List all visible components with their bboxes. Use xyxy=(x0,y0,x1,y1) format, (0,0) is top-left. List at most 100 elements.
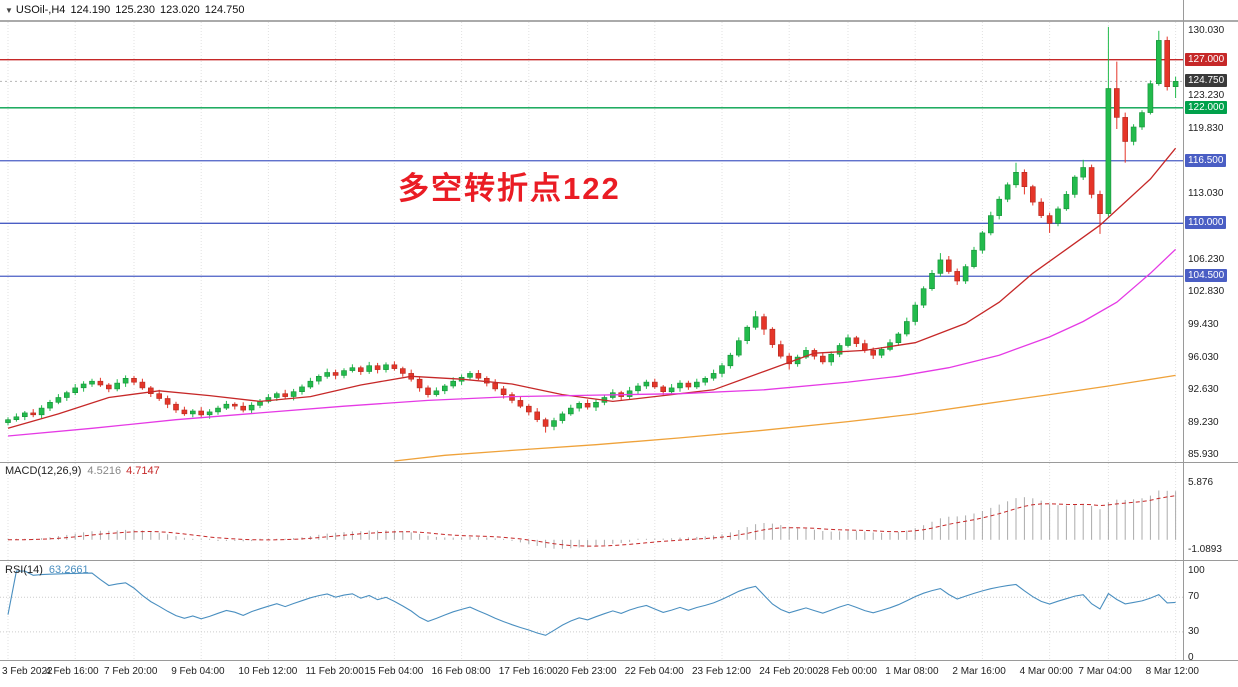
price-axis-label: 119.830 xyxy=(1188,122,1224,134)
time-axis-label: 4 Mar 00:00 xyxy=(1019,666,1073,677)
macd-indicator-label: MACD(12,26,9) 4.5216 4.7147 xyxy=(5,465,160,477)
macd-axis-label: -1.0893 xyxy=(1188,544,1222,556)
time-axis-label: 28 Feb 00:00 xyxy=(818,666,877,677)
ma-line-slow xyxy=(394,374,1176,462)
candle-body xyxy=(1030,186,1036,203)
candle-body xyxy=(668,387,675,393)
candle-body xyxy=(114,382,120,390)
rsi-axis-label: 0 xyxy=(1188,652,1194,663)
rsi-value: 63.2661 xyxy=(48,564,89,576)
candle-body xyxy=(971,249,977,267)
candle-body xyxy=(525,405,532,413)
candle-body xyxy=(248,404,255,411)
candle-body xyxy=(30,412,37,416)
time-axis-label: 3 Feb 2022 xyxy=(2,666,53,677)
candle-body xyxy=(584,402,591,408)
rsi-pane xyxy=(0,570,1183,636)
candle-body xyxy=(1080,167,1086,178)
time-axis-label: 22 Feb 04:00 xyxy=(624,666,684,677)
quote-close: 124.750 xyxy=(204,4,245,16)
time-axis-label: 1 Mar 08:00 xyxy=(885,666,939,677)
candle-body xyxy=(148,387,154,394)
rsi-name: RSI(14) xyxy=(5,564,43,576)
candle-body xyxy=(752,316,759,328)
candle-body xyxy=(374,365,381,370)
candle-body xyxy=(1072,176,1078,195)
candle-body xyxy=(399,368,406,374)
candle-body xyxy=(945,259,952,272)
candle-body xyxy=(206,411,213,416)
candle-body xyxy=(551,420,557,427)
price-tag-110.000: 110.000 xyxy=(1185,216,1227,230)
rsi-axis-label: 30 xyxy=(1188,625,1200,637)
macd-signal-line xyxy=(8,495,1176,547)
candle-body xyxy=(962,266,969,282)
candle-body xyxy=(341,370,347,376)
collapse-arrow-icon[interactable]: ▼ xyxy=(5,6,13,15)
macd-value-main: 4.5216 xyxy=(87,465,122,477)
candle-body xyxy=(836,345,843,355)
candle-body xyxy=(131,377,137,383)
candle-body xyxy=(173,403,179,411)
candle-body xyxy=(164,398,171,405)
candle-body xyxy=(996,198,1003,216)
price-axis-label: 85.930 xyxy=(1188,448,1219,460)
candle-body xyxy=(635,385,641,392)
candle-body xyxy=(576,402,583,409)
candle-body xyxy=(693,381,700,388)
candle-body xyxy=(181,409,188,415)
candle-body xyxy=(156,393,162,399)
candle-body xyxy=(13,416,20,420)
candle-body xyxy=(903,321,910,335)
candle-body xyxy=(845,337,851,346)
candle-body xyxy=(357,367,364,372)
candlestick-series xyxy=(5,26,1179,433)
candle-body xyxy=(21,412,28,417)
candle-body xyxy=(1013,172,1019,186)
candle-body xyxy=(139,381,146,389)
candle-body xyxy=(349,367,356,371)
time-axis-label: 16 Feb 08:00 xyxy=(431,666,491,677)
rsi-axis-label: 70 xyxy=(1188,591,1200,603)
candle-body xyxy=(483,377,490,384)
candle-body xyxy=(47,401,53,409)
candle-body xyxy=(1156,40,1162,85)
time-axis-label: 7 Feb 20:00 xyxy=(104,666,158,677)
candle-body xyxy=(198,410,204,416)
time-axis-label: 9 Feb 04:00 xyxy=(171,666,225,677)
candle-body xyxy=(315,375,322,382)
candle-body xyxy=(685,382,692,388)
candle-body xyxy=(1164,40,1170,88)
candle-body xyxy=(1097,194,1103,214)
candle-body xyxy=(5,419,11,423)
candle-body xyxy=(273,393,280,398)
candle-body xyxy=(651,381,658,388)
candle-body xyxy=(895,333,902,343)
candle-body xyxy=(332,372,339,376)
time-axis[interactable]: 3 Feb 2022 4 Feb 16:00 7 Feb 20:00 9 Feb 04… xyxy=(0,662,1238,687)
candle-body xyxy=(475,373,482,379)
time-axis-label: 11 Feb 20:00 xyxy=(305,666,364,677)
candle-body xyxy=(979,232,986,251)
price-axis-label: 89.230 xyxy=(1188,417,1219,429)
quote-high: 125.230 xyxy=(115,4,155,16)
macd-pane xyxy=(7,490,1177,549)
candle-body xyxy=(660,386,667,392)
time-axis-label: 10 Feb 12:00 xyxy=(238,666,298,677)
candle-body xyxy=(366,365,373,372)
candle-body xyxy=(542,419,549,427)
price-axis[interactable]: 130.030 127.000 124.750 123.230 122.000 119.8… xyxy=(1184,0,1238,687)
candle-body xyxy=(1021,172,1028,188)
candle-body xyxy=(38,407,45,416)
candle-body xyxy=(1139,112,1145,128)
candle-body xyxy=(122,377,129,384)
candle-body xyxy=(727,354,734,367)
candle-body xyxy=(215,407,221,413)
candle-body xyxy=(1088,167,1095,195)
price-axis-label: 106.230 xyxy=(1188,253,1225,265)
candle-body xyxy=(509,394,515,401)
time-axis-label: 15 Feb 04:00 xyxy=(364,666,424,677)
chart-annotation-text[interactable]: 多空转折点122 xyxy=(398,171,621,206)
candle-body xyxy=(1147,83,1154,113)
